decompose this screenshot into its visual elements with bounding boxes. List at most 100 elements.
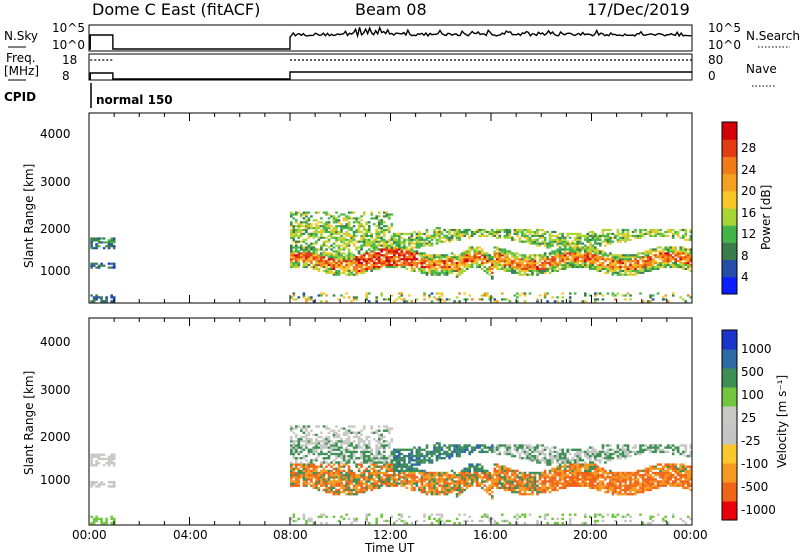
power-cell (318, 260, 321, 262)
power-cell (592, 268, 595, 270)
power-cell (343, 225, 346, 227)
velocity-cell (458, 514, 461, 516)
velocity-cell (373, 470, 376, 472)
velocity-cell (358, 432, 361, 434)
velocity-cell (340, 440, 343, 442)
velocity-cell (295, 478, 298, 480)
velocity-cell (388, 444, 391, 446)
power-cell (521, 292, 524, 294)
power-cbar-tick-20: 20 (741, 184, 756, 198)
velocity-cell (451, 444, 454, 446)
power-cell (576, 233, 579, 235)
velocity-cell (396, 461, 399, 463)
velocity-cell (373, 474, 376, 476)
velocity-cell (365, 487, 368, 489)
power-cell (499, 264, 502, 266)
power-cell (426, 264, 429, 266)
velocity-cell (571, 476, 574, 478)
velocity-cell (566, 466, 569, 468)
velocity-cell (579, 463, 582, 465)
power-cell (521, 231, 524, 233)
velocity-cell (350, 482, 353, 484)
velocity-cell (330, 461, 333, 463)
power-cell (375, 254, 378, 256)
power-cell (393, 252, 396, 254)
power-cell (521, 256, 524, 258)
power-cell (677, 233, 680, 235)
power-cell (391, 260, 394, 262)
power-cell (592, 256, 595, 258)
power-cell (436, 298, 439, 300)
velocity-cell (476, 466, 479, 468)
velocity-cell (418, 446, 421, 448)
velocity-cell (348, 459, 351, 461)
power-cell (642, 266, 645, 268)
velocity-cell (290, 461, 293, 463)
power-cell (373, 246, 376, 248)
velocity-cell (436, 480, 439, 482)
power-cell (330, 235, 333, 237)
velocity-cell (501, 472, 504, 474)
power-cell (499, 254, 502, 256)
velocity-cell (378, 470, 381, 472)
power-cell (348, 229, 351, 231)
power-cell (325, 237, 328, 239)
power-cell (496, 300, 499, 302)
velocity-cell (308, 425, 311, 427)
power-cell (614, 272, 617, 274)
power-cell (494, 250, 497, 252)
power-cell (574, 245, 577, 247)
velocity-cell (571, 466, 574, 468)
power-cell (566, 258, 569, 260)
velocity-cell (554, 457, 557, 459)
power-cell (619, 270, 622, 272)
velocity-cell (398, 457, 401, 459)
velocity-cell (403, 522, 406, 524)
velocity-cell (524, 487, 527, 489)
power-cell (431, 239, 434, 241)
power-cell (396, 256, 399, 258)
velocity-cell (504, 466, 507, 468)
velocity-cell (313, 485, 316, 487)
power-cell (348, 258, 351, 260)
power-colorbar-swatch (722, 122, 737, 140)
power-cell (642, 270, 645, 272)
power-cell (607, 268, 610, 270)
power-cell (536, 300, 539, 302)
velocity-cell (476, 444, 479, 446)
velocity-cell (587, 476, 590, 478)
velocity-cell (370, 449, 373, 451)
power-cell (298, 254, 301, 256)
power-cell (564, 243, 567, 245)
velocity-cell (463, 470, 466, 472)
velocity-cell (496, 476, 499, 478)
power-cell (476, 256, 479, 258)
velocity-cell (416, 461, 419, 463)
power-cell (466, 266, 469, 268)
velocity-cell (305, 485, 308, 487)
power-cell (393, 258, 396, 260)
power-cell (589, 260, 592, 262)
velocity-cell (328, 442, 331, 444)
power-cell (489, 254, 492, 256)
velocity-cell (592, 480, 595, 482)
power-cell (534, 262, 537, 264)
power-cell (421, 266, 424, 268)
power-cell (594, 256, 597, 258)
power-cell (546, 292, 549, 294)
power-cell (566, 233, 569, 235)
power-cell (644, 256, 647, 258)
velocity-cell (100, 454, 103, 456)
power-cell (295, 219, 298, 221)
velocity-cell (416, 451, 419, 453)
power-cell (426, 260, 429, 262)
power-cell (473, 262, 476, 264)
power-cell (431, 292, 434, 294)
power-cell (642, 252, 645, 254)
velocity-cell (436, 493, 439, 495)
velocity-cell (559, 482, 562, 484)
power-cell (386, 258, 389, 260)
power-cell (642, 258, 645, 260)
power-cell (456, 264, 459, 266)
power-cell (647, 250, 650, 252)
